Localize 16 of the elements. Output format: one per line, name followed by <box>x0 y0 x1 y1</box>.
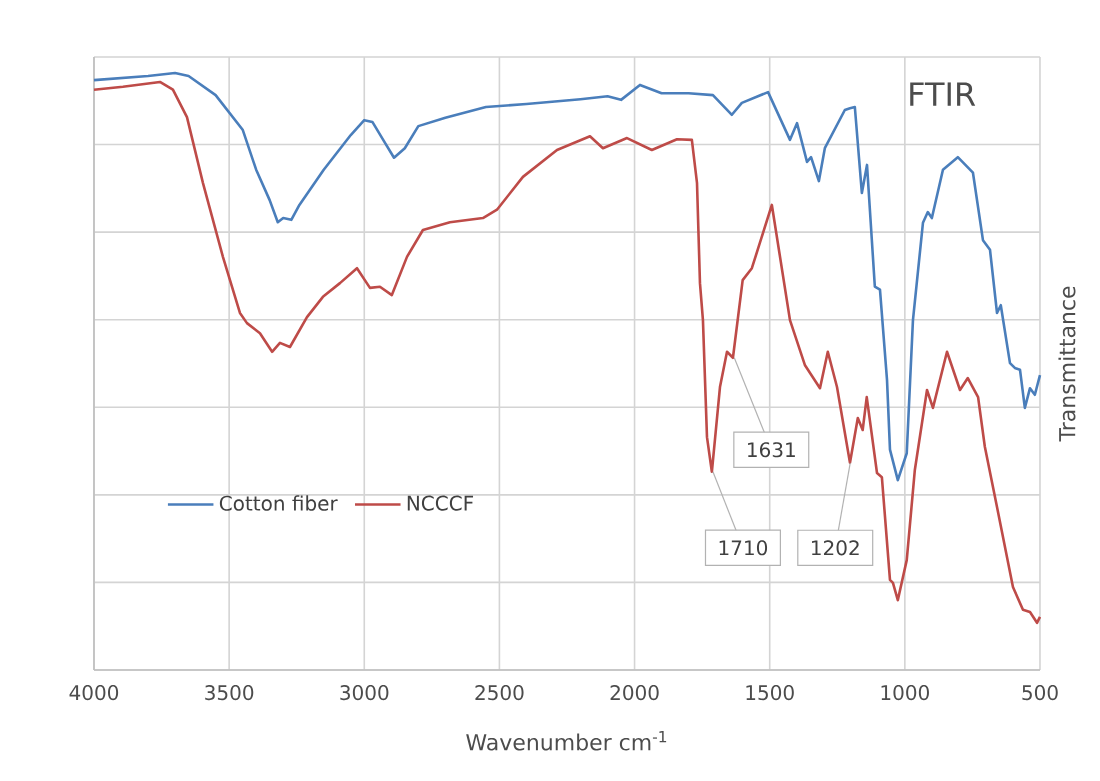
annotation: 1202 <box>811 540 859 556</box>
x-axis-title: Wavenumber cm$^{-1}$ <box>466 731 667 751</box>
x-tick-label: 1500 <box>746 685 794 701</box>
legend-label: NCCCF <box>407 495 474 511</box>
x-tick-label: 2500 <box>475 685 524 701</box>
x-tick-label: 4000 <box>69 685 119 701</box>
x-tick-label: 2000 <box>610 685 659 701</box>
legend-label: Cotton fiber <box>219 495 338 511</box>
x-tick-label: 3000 <box>340 685 389 701</box>
annotation: 1710 <box>719 540 768 556</box>
y-axis-title: Transmittance <box>1058 286 1076 442</box>
annotation: 1631 <box>748 442 795 458</box>
x-tick-label: 1000 <box>881 685 929 701</box>
x-tick-label: 500 <box>1022 685 1058 701</box>
x-tick-label: 3500 <box>205 685 254 701</box>
chart-title: FTIR <box>910 82 976 106</box>
